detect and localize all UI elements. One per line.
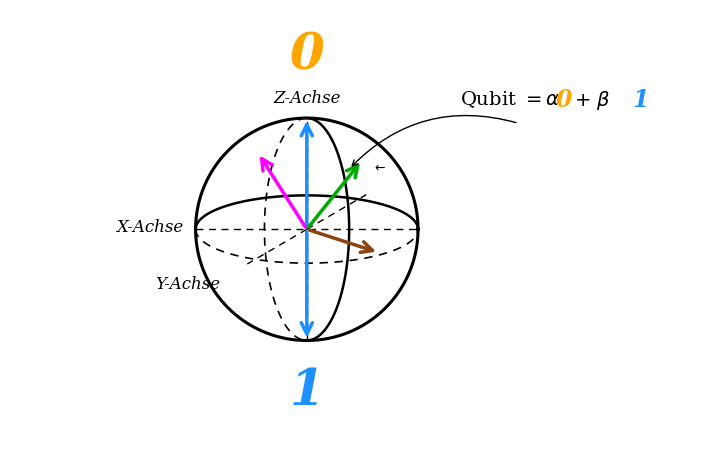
Text: Qubit $= \alpha$: Qubit $= \alpha$	[461, 90, 560, 110]
Text: 1: 1	[632, 88, 649, 112]
Text: $+\ \beta$: $+\ \beta$	[574, 89, 610, 112]
Text: 0: 0	[556, 88, 572, 112]
Text: Y-Achse: Y-Achse	[155, 276, 220, 293]
Text: 0: 0	[289, 32, 324, 81]
Text: $\leftarrow$: $\leftarrow$	[373, 160, 387, 173]
Text: 1: 1	[289, 367, 324, 416]
Text: X-Achse: X-Achse	[116, 219, 183, 236]
Text: Z-Achse: Z-Achse	[273, 90, 340, 108]
